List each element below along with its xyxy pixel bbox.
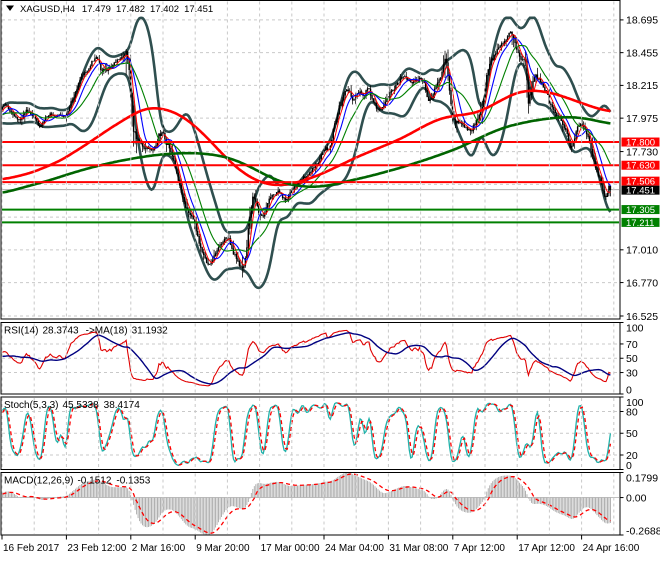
- time-axis-label: 9 Mar 20:00: [196, 543, 250, 554]
- stochastic-panel: [1, 402, 619, 467]
- indicator-axis-label: 0.1799: [626, 472, 658, 484]
- time-axis-label: 7 Apr 12:00: [454, 543, 506, 554]
- price-axis-label: 17.975: [626, 113, 658, 125]
- ohlc-open-value: 17.479: [82, 4, 111, 15]
- time-axis-label: 16 Feb 2017: [3, 543, 60, 554]
- indicator-axis-label: 70: [626, 339, 638, 351]
- price-level-badge-text: 17.305: [626, 205, 655, 216]
- panel-border: [0, 472, 621, 536]
- candle-wicks: [2, 31, 611, 278]
- indicator-axis-label: 0.00: [626, 492, 647, 504]
- price-level-badge: [621, 205, 660, 215]
- stoch-indicator-name: Stoch(5,3,3): [4, 400, 58, 411]
- indicator-axis-label: 30: [626, 367, 638, 379]
- ma-mid-green-line: [2, 45, 611, 252]
- time-axis-label: 24 Apr 16:00: [583, 543, 640, 554]
- rsi-line: [2, 329, 611, 387]
- ma-slow-red-line: [2, 89, 611, 187]
- macd-indicator-name: MACD(12,26,9): [4, 476, 73, 487]
- rsi-label-line: RSI(14) 28.3743 ->MA(18) 31.1932: [4, 326, 168, 337]
- price-level-badge: [621, 137, 660, 147]
- stoch-d-line: [1, 402, 612, 466]
- ma-fast-blue-line: [2, 37, 611, 261]
- price-axis-label: 18.455: [626, 47, 658, 59]
- macd-histogram: [2, 472, 611, 535]
- price-level-badge: [621, 185, 660, 195]
- stoch-k-line: [1, 402, 612, 467]
- price-level-badge: [621, 160, 660, 170]
- symbol-dropdown-arrow-icon[interactable]: [6, 5, 14, 12]
- price-level-badge-text: 17.211: [626, 218, 654, 229]
- macd-value: -0.1512: [77, 476, 111, 487]
- price-level-badge: [621, 176, 660, 186]
- main-price-panel: [1, 16, 619, 317]
- price-level-badge-text: 17.800: [626, 137, 655, 148]
- price-level-badge: [621, 217, 660, 227]
- indicator-axis-label: 50: [626, 353, 638, 365]
- time-axis-label: 31 Mar 08:00: [389, 543, 448, 554]
- price-axis-label: 18.695: [626, 15, 658, 27]
- price-axis-label: 17.010: [626, 245, 658, 257]
- indicator-axis-label: 0: [626, 384, 632, 396]
- price-axis-label: 18.215: [626, 80, 658, 92]
- candle-bodies: [1, 31, 612, 269]
- ohlc-info-text: XAGUSD,H4 17.479 17.482 17.402 17.451: [20, 4, 213, 15]
- indicator-axis-label: 0: [626, 460, 632, 472]
- symbol-period-label: XAGUSD,H4: [20, 4, 75, 15]
- time-axis-label: 17 Apr 12:00: [518, 543, 575, 554]
- stoch-k-value: 45.5338: [62, 400, 99, 411]
- indicator-axis-label: 50: [626, 428, 638, 440]
- stoch-label-line: Stoch(5,3,3) 45.5338 38.4174: [4, 400, 140, 411]
- indicator-axis-label: 100: [626, 322, 644, 334]
- indicator-axis-label: 100: [626, 397, 644, 409]
- price-axis-label: 17.730: [626, 146, 658, 158]
- macd-signal-line: [2, 473, 611, 534]
- time-axis-label: 24 Mar 04:00: [325, 543, 384, 554]
- indicator-axis-label: 80: [626, 406, 638, 418]
- ohlc-high-value: 17.482: [116, 4, 145, 15]
- rsi-ma-line: [2, 332, 611, 385]
- rsi-indicator-name: RSI(14): [4, 326, 38, 337]
- price-level-badge-text: 17.451: [626, 186, 655, 197]
- rsi-value: 28.3743: [42, 326, 79, 337]
- ohlc-low-value: 17.402: [150, 4, 179, 15]
- time-axis-label: 17 Mar 00:00: [261, 543, 320, 554]
- time-axis-label: 2 Mar 16:00: [132, 543, 186, 554]
- panel-border: [0, 0, 621, 320]
- macd-label-line: MACD(12,26,9) -0.1512 -0.1353: [4, 476, 151, 487]
- bollinger-lower-band: [2, 62, 612, 290]
- price-axis-label: 16.770: [626, 277, 658, 289]
- rsi-panel: [2, 329, 619, 387]
- stoch-d-value: 38.4174: [104, 400, 141, 411]
- indicator-axis-label: -0.2688: [626, 525, 660, 537]
- rsi-ma-name: ->MA(18): [86, 326, 128, 337]
- time-axis-label: 23 Feb 12:00: [67, 543, 126, 554]
- price-level-badge-text: 17.506: [626, 177, 655, 188]
- ma-fast-red-line: [2, 34, 611, 266]
- ohlc-info-line: XAGUSD,H4 17.479 17.482 17.402 17.451: [6, 4, 213, 15]
- ohlc-close-value: 17.451: [184, 4, 213, 15]
- indicator-axis-label: 20: [626, 450, 638, 462]
- macd-panel: [2, 472, 619, 535]
- bollinger-upper-band: [1, 16, 612, 234]
- rsi-ma-value: 31.1932: [132, 326, 169, 337]
- price-axis-label: 16.525: [626, 311, 658, 323]
- macd-signal-value: -0.1353: [116, 476, 150, 487]
- price-level-badge-text: 17.630: [626, 161, 655, 172]
